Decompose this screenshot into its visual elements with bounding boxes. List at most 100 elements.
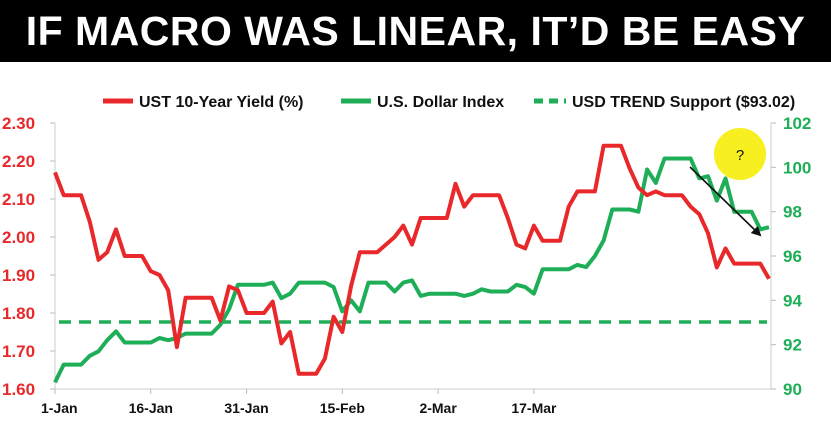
x-tick-label: 15-Feb xyxy=(320,400,365,416)
yield-point xyxy=(576,190,579,193)
dollar-point xyxy=(576,263,579,266)
yield-point xyxy=(498,194,501,197)
yield-point xyxy=(428,217,431,220)
dollar-point xyxy=(323,281,326,284)
yield-point xyxy=(689,205,692,208)
yield-point xyxy=(141,255,144,258)
yield-point xyxy=(306,372,309,375)
trend-arrow xyxy=(689,166,762,237)
yield-point xyxy=(445,217,448,220)
dollar-point xyxy=(71,363,74,366)
yield-line xyxy=(53,143,771,376)
dollar-point xyxy=(506,290,509,293)
dollar-point xyxy=(210,332,213,335)
dollar-point xyxy=(419,294,422,297)
dollar-point xyxy=(254,283,257,286)
yield-point xyxy=(376,251,379,254)
right-tick-label: 102 xyxy=(783,114,811,133)
dollar-point xyxy=(393,290,396,293)
yield-point xyxy=(593,190,596,193)
yield-point xyxy=(280,342,283,345)
yield-point xyxy=(393,236,396,239)
yield-point xyxy=(149,270,152,273)
dollar-point xyxy=(236,283,239,286)
yield-point xyxy=(271,300,274,303)
dollar-point xyxy=(402,281,405,284)
yield-point xyxy=(254,312,257,315)
dollar-point xyxy=(498,290,501,293)
dollar-point xyxy=(759,228,762,231)
legend-label-dollar: U.S. Dollar Index xyxy=(377,94,504,111)
dollar-point xyxy=(376,281,379,284)
dollar-point xyxy=(350,299,353,302)
dollar-point xyxy=(724,177,727,180)
yield-point xyxy=(297,372,300,375)
dollar-point xyxy=(262,283,265,286)
yield-point xyxy=(184,296,187,299)
dollar-point xyxy=(480,288,483,291)
x-tick-label: 16-Jan xyxy=(129,400,173,416)
dollar-point xyxy=(750,210,753,213)
dollar-point xyxy=(741,210,744,213)
yield-point xyxy=(750,262,753,265)
yield-point xyxy=(219,319,222,322)
dollar-point xyxy=(715,199,718,202)
yield-point xyxy=(114,228,117,231)
legend: UST 10-Year Yield (%) U.S. Dollar Index … xyxy=(103,94,795,111)
dollar-point xyxy=(611,208,614,211)
yield-point xyxy=(315,372,318,375)
yield-point xyxy=(411,243,414,246)
right-tick-label: 90 xyxy=(783,380,802,399)
legend-label-yield: UST 10-Year Yield (%) xyxy=(139,94,304,111)
dollar-point xyxy=(619,208,622,211)
yield-point xyxy=(759,262,762,265)
yield-point xyxy=(62,194,65,197)
dollar-point xyxy=(463,294,466,297)
left-tick-label: 2.00 xyxy=(2,228,35,247)
dollar-point xyxy=(445,292,448,295)
dollar-point xyxy=(628,208,631,211)
dollar-point xyxy=(768,226,771,229)
yield-point xyxy=(97,258,100,261)
dollar-point xyxy=(219,323,222,326)
yield-point xyxy=(88,220,91,223)
left-tick-label: 1.60 xyxy=(2,380,35,399)
yield-point xyxy=(611,144,614,147)
yield-point xyxy=(619,144,622,147)
dollar-point xyxy=(332,286,335,289)
yield-point xyxy=(559,239,562,242)
dollar-point xyxy=(297,281,300,284)
dollar-point xyxy=(80,363,83,366)
yield-point xyxy=(210,296,213,299)
dollar-point xyxy=(175,337,178,340)
dollar-point xyxy=(707,175,710,178)
yield-point xyxy=(550,239,553,242)
yield-point xyxy=(71,194,74,197)
dollar-point xyxy=(515,283,518,286)
yield-point xyxy=(602,144,605,147)
dollar-point xyxy=(524,286,527,289)
dollar-point xyxy=(637,210,640,213)
chart-title: IF MACRO WAS LINEAR, IT’D BE EASY xyxy=(25,7,806,54)
yield-point xyxy=(506,217,509,220)
x-axis-ticks: 1-Jan 16-Jan 31-Jan 15-Feb 2-Mar 17-Mar xyxy=(41,389,557,416)
yield-point xyxy=(106,251,109,254)
yield-point xyxy=(585,190,588,193)
dollar-point xyxy=(358,310,361,313)
yield-point xyxy=(341,331,344,334)
yield-point xyxy=(698,213,701,216)
dollar-point xyxy=(550,268,553,271)
dollar-point xyxy=(245,283,248,286)
dollar-point xyxy=(663,157,666,160)
yield-point xyxy=(236,289,239,292)
dollar-point xyxy=(54,381,57,384)
yield-point xyxy=(358,251,361,254)
dollar-point xyxy=(184,332,187,335)
left-tick-label: 1.80 xyxy=(2,304,35,323)
yield-point xyxy=(733,262,736,265)
dollar-point xyxy=(367,281,370,284)
dollar-point xyxy=(541,268,544,271)
yield-point xyxy=(471,194,474,197)
dollar-point xyxy=(532,292,535,295)
yield-point xyxy=(454,182,457,185)
